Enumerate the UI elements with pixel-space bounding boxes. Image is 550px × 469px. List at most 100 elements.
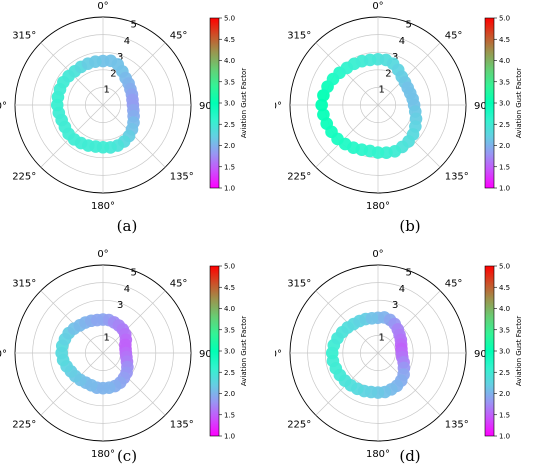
angle-tick-label: 270° bbox=[0, 101, 7, 112]
angle-tick-label: 45° bbox=[445, 278, 463, 289]
radial-tick-label: 2 bbox=[110, 68, 116, 79]
colorbar-tick-label: 4.0 bbox=[499, 305, 510, 313]
radial-tick-label: 3 bbox=[392, 52, 398, 63]
colorbar-tick-label: 1.0 bbox=[499, 185, 510, 193]
angle-tick-label: 135° bbox=[170, 172, 194, 183]
colorbar-tick-label: 3.5 bbox=[224, 78, 235, 86]
colorbar-tick-label: 1.0 bbox=[224, 433, 235, 441]
data-point bbox=[365, 312, 379, 325]
radial-tick-label: 5 bbox=[405, 20, 411, 31]
angle-tick-label: 270° bbox=[0, 349, 7, 360]
angle-tick-label: 315° bbox=[287, 278, 311, 289]
angle-tick-label: 135° bbox=[170, 420, 194, 431]
colorbar-tick-label: 5.0 bbox=[224, 263, 235, 271]
panel-caption-a: (a) bbox=[116, 217, 138, 235]
radial-tick-label: 1 bbox=[379, 333, 385, 344]
radial-tick-label: 4 bbox=[399, 284, 405, 295]
panel-caption-d: (d) bbox=[399, 447, 421, 465]
angle-tick-label: 315° bbox=[12, 278, 36, 289]
colorbar-label: Aviation Gust Factor bbox=[515, 68, 523, 138]
angle-tick-label: 270° bbox=[275, 101, 282, 112]
colorbar bbox=[484, 17, 495, 189]
colorbar-tick-label: 2.0 bbox=[499, 390, 510, 398]
angular-gridline bbox=[102, 290, 166, 354]
angle-tick-label: 0° bbox=[97, 1, 108, 12]
colorbar-tick-label: 2.5 bbox=[499, 369, 510, 377]
colorbar-tick-label: 3.0 bbox=[499, 348, 510, 356]
angle-tick-label: 180° bbox=[91, 201, 115, 210]
colorbar-tick-label: 1.5 bbox=[499, 411, 510, 419]
angle-tick-label: 45° bbox=[445, 30, 463, 41]
colorbar-tick-label: 2.0 bbox=[224, 142, 235, 150]
radial-tick-label: 4 bbox=[399, 36, 405, 47]
colorbar-tick-label: 2.0 bbox=[499, 142, 510, 150]
colorbar-tick-label: 3.0 bbox=[224, 100, 235, 108]
colorbar-tick-label: 1.0 bbox=[224, 185, 235, 193]
angular-gridline bbox=[40, 352, 104, 416]
radial-tick-label: 5 bbox=[130, 20, 136, 31]
angle-tick-label: 90° bbox=[474, 349, 492, 360]
colorbar-label: Aviation Gust Factor bbox=[240, 68, 248, 138]
radial-tick-label: 1 bbox=[104, 333, 110, 344]
colorbar-label: Aviation Gust Factor bbox=[240, 316, 248, 386]
colorbar-tick-label: 5.0 bbox=[499, 15, 510, 23]
colorbar-tick-label: 4.5 bbox=[499, 36, 510, 44]
colorbar-tick-label: 5.0 bbox=[224, 15, 235, 23]
angle-tick-label: 315° bbox=[12, 30, 36, 41]
panel-caption-b: (b) bbox=[399, 217, 421, 235]
colorbar-tick-label: 3.5 bbox=[499, 326, 510, 334]
data-point bbox=[363, 53, 377, 67]
angle-tick-label: 45° bbox=[170, 278, 188, 289]
angle-tick-label: 0° bbox=[97, 249, 108, 260]
polar-panel-d: 0°45°90°135°180°225°270°315°123451.01.52… bbox=[275, 249, 523, 458]
angle-tick-label: 225° bbox=[287, 420, 311, 431]
colorbar-tick-label: 4.0 bbox=[224, 57, 235, 65]
colorbar-tick-label: 1.0 bbox=[499, 433, 510, 441]
angular-gridline bbox=[377, 290, 441, 354]
panel-caption-c: (c) bbox=[116, 447, 138, 465]
angular-gridline bbox=[102, 352, 166, 416]
angular-gridline bbox=[315, 104, 379, 168]
angle-tick-label: 0° bbox=[372, 1, 383, 12]
colorbar-tick-label: 4.0 bbox=[224, 305, 235, 313]
colorbar-label: Aviation Gust Factor bbox=[515, 316, 523, 386]
colorbar-tick-label: 4.5 bbox=[224, 284, 235, 292]
colorbar-tick-label: 3.0 bbox=[499, 100, 510, 108]
radial-tick-label: 3 bbox=[392, 300, 398, 311]
angle-tick-label: 180° bbox=[91, 449, 115, 458]
radial-tick-label: 1 bbox=[104, 85, 110, 96]
colorbar-tick-label: 5.0 bbox=[499, 263, 510, 271]
colorbar bbox=[484, 265, 495, 437]
colorbar-tick-label: 3.5 bbox=[224, 326, 235, 334]
data-point bbox=[90, 313, 104, 327]
radial-tick-label: 5 bbox=[405, 268, 411, 279]
data-point bbox=[315, 98, 328, 112]
colorbar-tick-label: 4.5 bbox=[224, 36, 235, 44]
angle-tick-label: 315° bbox=[287, 30, 311, 41]
radial-tick-label: 3 bbox=[117, 52, 123, 63]
colorbar-tick-label: 2.5 bbox=[499, 121, 510, 129]
colorbar-tick-label: 1.5 bbox=[224, 163, 235, 171]
angle-tick-label: 0° bbox=[372, 249, 383, 260]
colorbar bbox=[209, 265, 220, 437]
radial-tick-label: 5 bbox=[130, 268, 136, 279]
radial-tick-label: 2 bbox=[385, 68, 391, 79]
colorbar-tick-label: 4.0 bbox=[499, 57, 510, 65]
colorbar-tick-label: 1.5 bbox=[224, 411, 235, 419]
colorbar-tick-label: 3.0 bbox=[224, 348, 235, 356]
colorbar bbox=[209, 17, 220, 189]
angular-gridline bbox=[40, 290, 104, 354]
colorbar-tick-label: 2.5 bbox=[224, 121, 235, 129]
angle-tick-label: 180° bbox=[366, 201, 390, 210]
colorbar-tick-label: 4.5 bbox=[499, 284, 510, 292]
angle-tick-label: 225° bbox=[287, 172, 311, 183]
angle-tick-label: 270° bbox=[275, 349, 282, 360]
data-point bbox=[89, 55, 102, 68]
radial-tick-label: 1 bbox=[379, 85, 385, 96]
angle-tick-label: 135° bbox=[445, 420, 469, 431]
angular-gridline bbox=[377, 352, 441, 416]
colorbar-tick-label: 2.5 bbox=[224, 369, 235, 377]
